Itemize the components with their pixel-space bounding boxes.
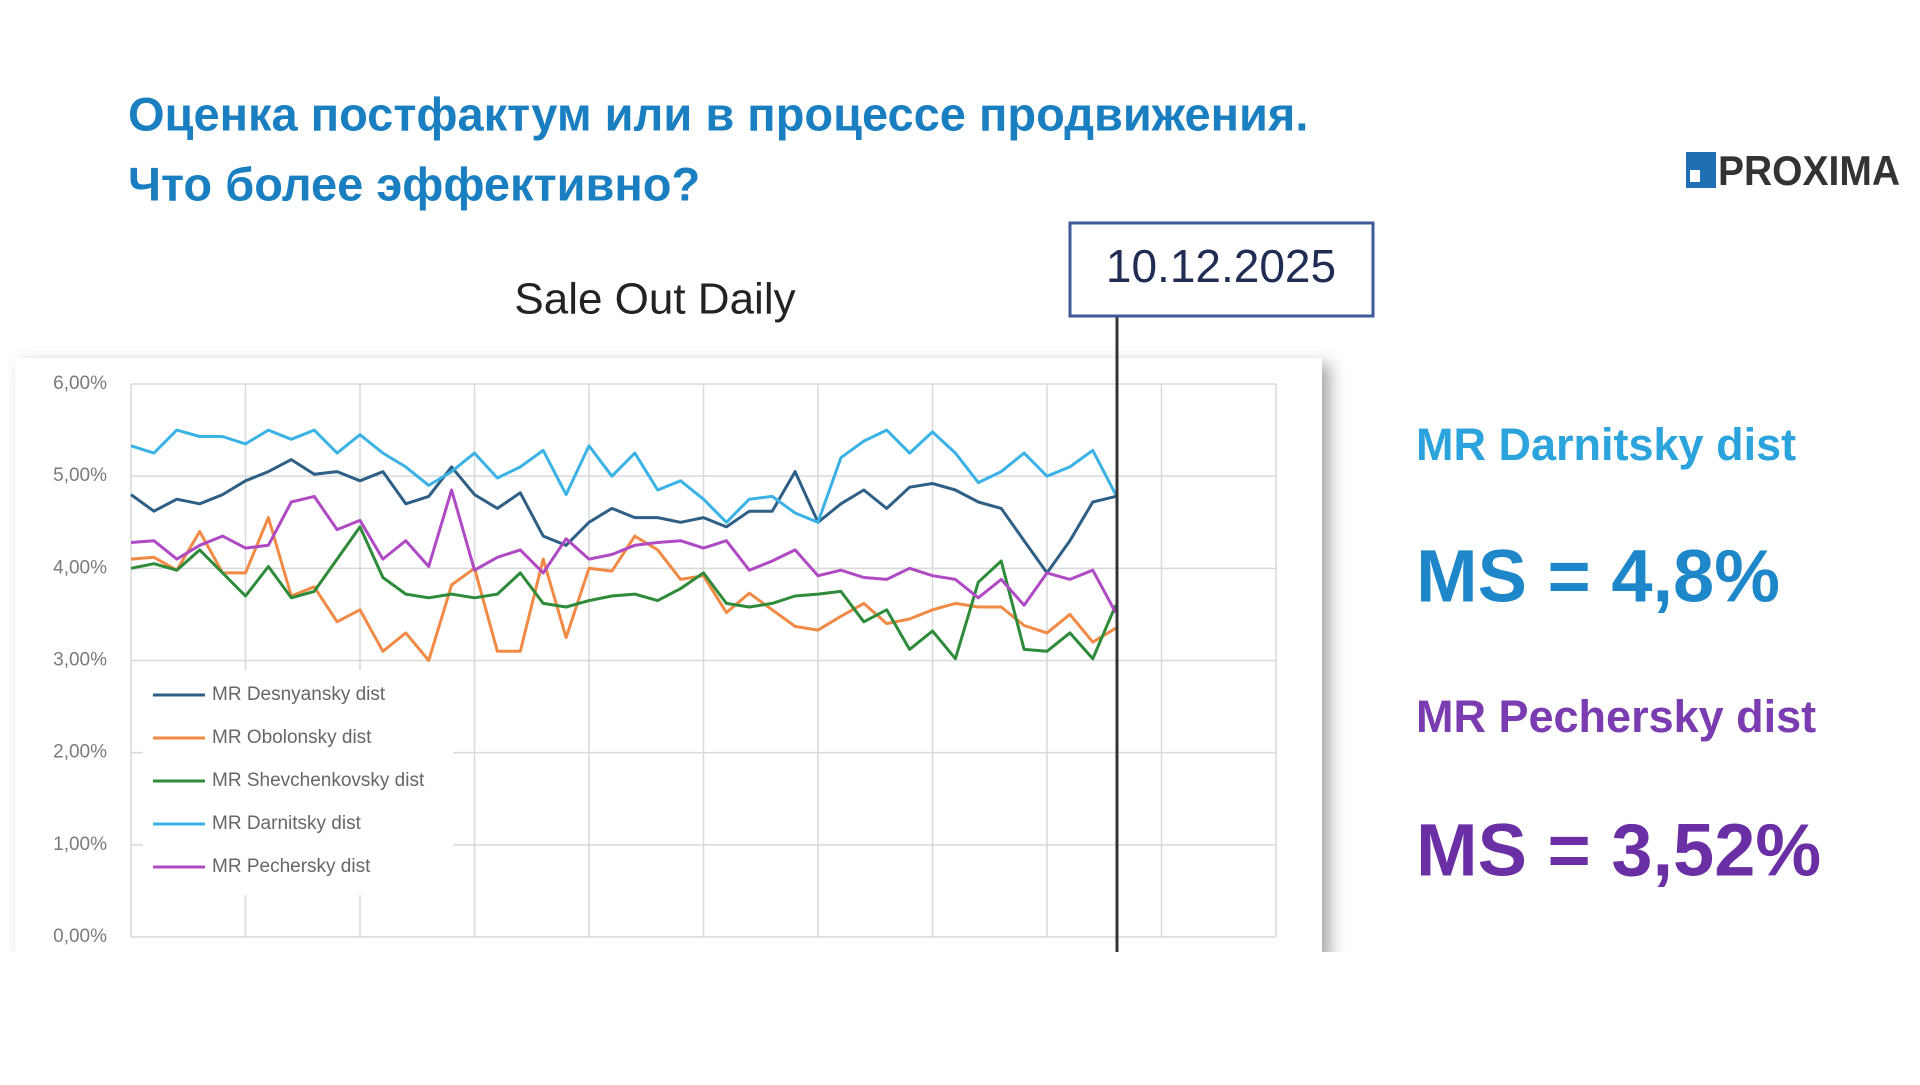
legend-label: MR Shevchenkovsky dist [212, 770, 425, 791]
logo: PROXIMA [1686, 147, 1900, 194]
y-tick-label: 6,00% [53, 373, 107, 394]
y-tick-label: 4,00% [53, 557, 107, 578]
y-tick-label: 1,00% [53, 834, 107, 855]
legend-label: MR Obolonsky dist [212, 727, 372, 748]
side-label: MR Pechersky dist [1416, 691, 1816, 742]
chart-title: Sale Out Daily [514, 275, 795, 324]
series-line [130, 458, 1117, 575]
slide-title: Оценка постфактум или в процессе продвиж… [128, 87, 1308, 140]
y-tick-label: 2,00% [53, 742, 107, 763]
legend-label: MR Desnyansky dist [212, 684, 386, 705]
side-metric: MS = 3,52% [1416, 809, 1821, 892]
y-tick-label: 5,00% [53, 465, 107, 486]
series-line [130, 516, 1117, 662]
legend-label: MR Darnitsky dist [212, 813, 362, 834]
logo-mark [1690, 170, 1700, 182]
logo-text: PROXIMA [1718, 147, 1900, 194]
slide-title: Что более эффективно? [128, 157, 700, 210]
side-label: MR Darnitsky dist [1416, 419, 1796, 470]
y-tick-label: 0,00% [53, 926, 107, 947]
date-box [1068, 221, 1375, 318]
legend: MR Desnyansky dist MR Obolonsky dist MR Sh… [143, 670, 453, 895]
plot-area: 0,00% 1,00% 2,00% 3,00% 4,00% 5,00% 6,00% MR De… [53, 373, 1277, 947]
legend-label: MR Pechersky dist [212, 856, 371, 877]
series-line [130, 525, 1118, 661]
series-line [130, 488, 1118, 614]
side-metric: MS = 4,8% [1416, 535, 1780, 618]
series-line [130, 428, 1118, 524]
date-label: 10.12.2025 [1106, 240, 1336, 292]
chart-crop [0, 952, 1920, 1080]
y-tick-label: 3,00% [53, 650, 107, 671]
